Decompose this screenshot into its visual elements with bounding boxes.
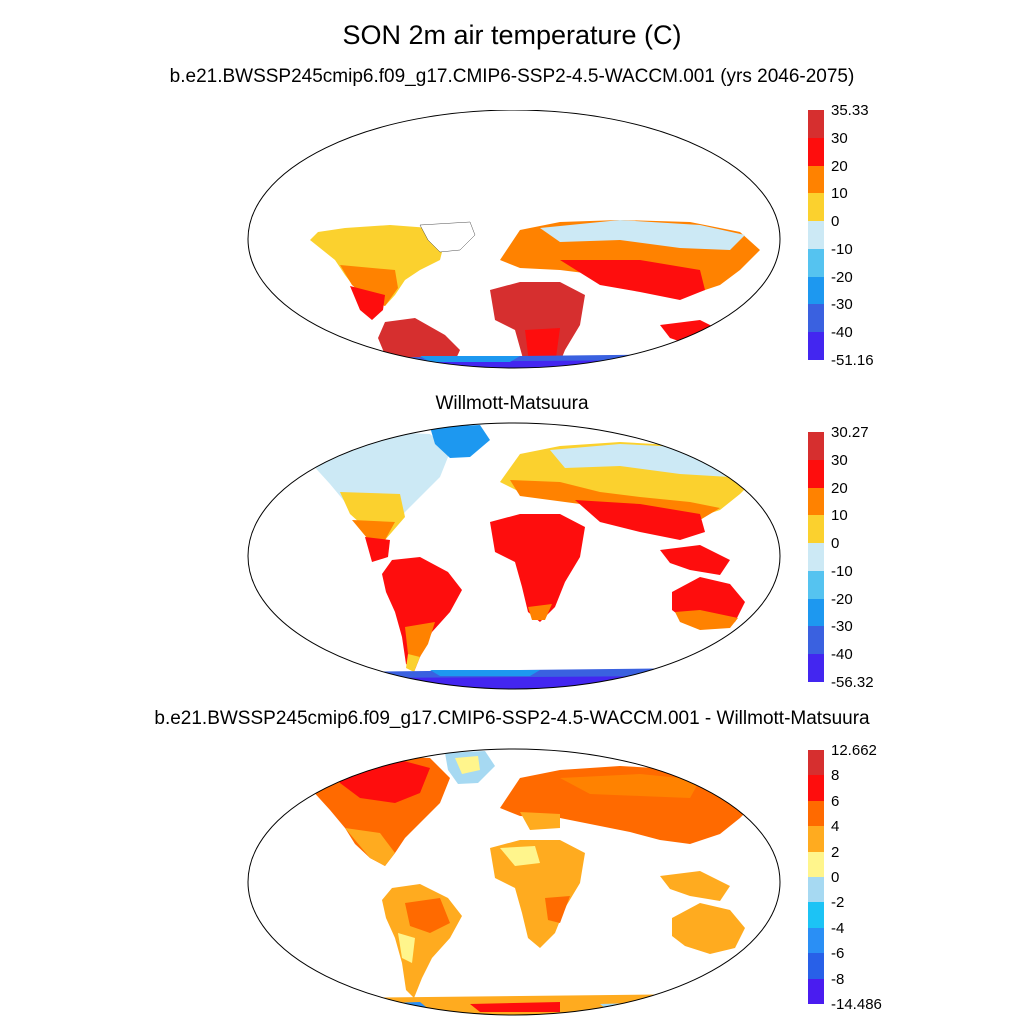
colorbar-swatch — [808, 654, 824, 683]
colorbar-label: 0 — [831, 213, 840, 231]
colorbar-label: -40 — [831, 324, 853, 342]
map-2-border — [247, 422, 781, 690]
figure-title: SON 2m air temperature (C) — [342, 20, 682, 50]
colorbar-label: 30.27 — [831, 424, 869, 441]
colorbar-swatch — [808, 432, 824, 461]
colorbar-label: -8 — [831, 970, 845, 988]
colorbar-label: 30 — [831, 129, 848, 147]
colorbar-swatch — [808, 137, 824, 167]
colorbar-label: -6 — [831, 945, 845, 963]
colorbar-label: -10 — [831, 562, 853, 580]
colorbar-label: -51.16 — [831, 352, 874, 369]
map-3-border — [247, 748, 781, 1016]
colorbar-label: -14.486 — [831, 996, 882, 1013]
colorbar-label: 8 — [831, 767, 840, 785]
colorbar-label: -2 — [831, 894, 845, 912]
panel-3-subtitle: b.e21.BWSSP245cmip6.f09_g17.CMIP6-SSP2-4… — [154, 708, 870, 729]
colorbar-swatch — [808, 978, 824, 1005]
colorbar-swatch — [808, 487, 824, 516]
colorbar-label: -40 — [831, 646, 853, 664]
colorbar-swatch — [808, 775, 824, 802]
colorbar-label: -56.32 — [831, 674, 874, 691]
colorbar-swatch — [808, 248, 824, 278]
colorbar-swatch — [808, 332, 824, 361]
colorbar-swatch — [808, 193, 824, 222]
colorbar-label: -30 — [831, 296, 853, 314]
map-2-continents — [300, 425, 760, 689]
colorbar-swatch — [808, 902, 824, 929]
colorbar-label: 10 — [831, 507, 848, 525]
colorbar-label: 30 — [831, 451, 848, 469]
colorbar-label: 2 — [831, 843, 840, 861]
colorbar-label: 12.662 — [831, 742, 877, 759]
colorbar-swatch — [808, 515, 824, 544]
colorbar-label: 4 — [831, 818, 840, 836]
colorbar-swatch — [808, 598, 824, 627]
colorbar-swatch — [808, 877, 824, 903]
colorbar-swatch — [808, 276, 824, 305]
colorbar-label: -4 — [831, 919, 845, 937]
colorbar-swatch — [808, 826, 824, 853]
map-3-continents — [300, 751, 760, 1015]
colorbar-label: 35.33 — [831, 102, 869, 119]
colorbar-swatch — [808, 570, 824, 600]
colorbar-swatch — [808, 221, 824, 250]
colorbar-swatch — [808, 304, 824, 333]
colorbar-label: -30 — [831, 618, 853, 636]
colorbar-label: 0 — [831, 869, 840, 886]
map-1-continents — [300, 220, 760, 368]
colorbar-label: -20 — [831, 590, 853, 608]
colorbar-swatch — [808, 165, 824, 194]
colorbar-label: 0 — [831, 535, 840, 553]
panel-2-subtitle: Willmott-Matsuura — [435, 393, 589, 414]
colorbar-label: 20 — [831, 157, 848, 175]
colorbar-swatch — [808, 626, 824, 655]
panel-1-subtitle: b.e21.BWSSP245cmip6.f09_g17.CMIP6-SSP2-4… — [169, 66, 855, 87]
map-panel-2 — [247, 422, 781, 690]
colorbar-swatch — [808, 927, 824, 954]
colorbar-label: -20 — [831, 268, 853, 286]
colorbar-swatch — [808, 110, 824, 139]
colorbar-label: 6 — [831, 792, 840, 810]
colorbar-label: 10 — [831, 185, 848, 203]
colorbar-swatch — [808, 851, 824, 878]
colorbar-label: 20 — [831, 479, 848, 497]
map-panel-3 — [247, 748, 781, 1016]
colorbar-swatch — [808, 750, 824, 776]
colorbar-swatch — [808, 953, 824, 980]
map-1-border — [247, 110, 781, 369]
colorbar-label: -10 — [831, 240, 853, 258]
colorbar-swatch — [808, 459, 824, 489]
map-panel-1 — [247, 110, 781, 369]
colorbar-swatch — [808, 543, 824, 572]
colorbar-swatch — [808, 800, 824, 827]
